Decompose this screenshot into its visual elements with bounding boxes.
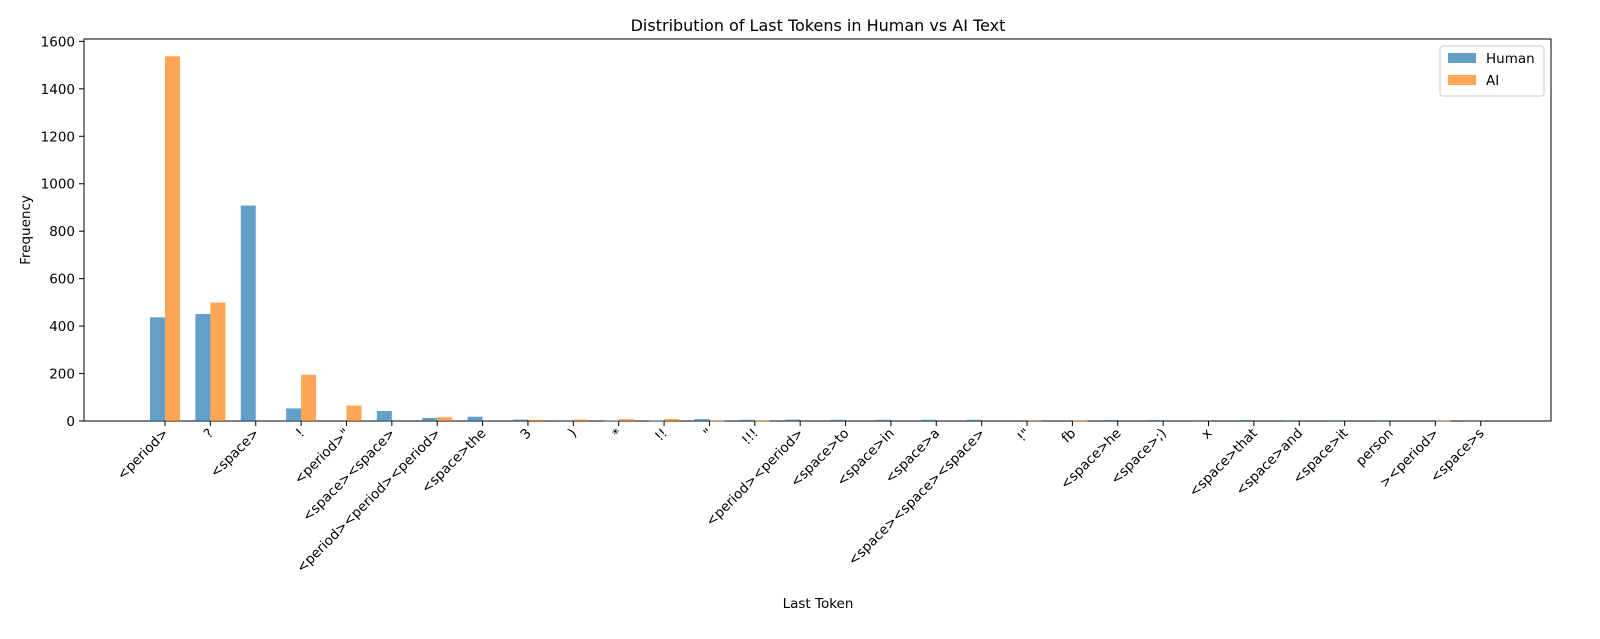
y-tick-label: 600 [49,272,75,288]
bar-human-26 [1329,420,1345,422]
bar-human-11 [649,420,665,422]
bar-ai-6 [437,417,453,421]
bar-human-9 [558,420,574,422]
x-tick-label: " [701,426,717,442]
x-tick-label: fb [1058,426,1079,447]
x-tick-label: !! [652,426,671,445]
x-tick-label: x [1198,426,1215,443]
bar-human-14 [785,419,801,421]
bar-human-17 [921,419,937,421]
bar-ai-4 [346,405,362,421]
bar-human-22 [1148,420,1164,421]
plot-area [83,38,1552,422]
bar-ai-1 [210,302,226,421]
legend-swatch-ai [1448,75,1476,85]
legend: Human AI [1439,45,1545,97]
bar-ai-9 [573,419,589,421]
bar-human-3 [286,408,302,421]
bar-ai-20 [1072,420,1088,422]
y-tick-label: 0 [66,414,75,430]
y-tick-label: 1600 [41,34,75,50]
bar-ai-0 [165,56,180,421]
bar-human-25 [1284,420,1300,422]
y-tick-label: 400 [49,319,75,335]
bar-ai-12 [709,420,725,422]
bar-human-24 [1238,420,1254,421]
x-tick-label: person [1353,426,1397,470]
bar-human-2 [240,205,256,421]
y-axis-label: Frequency [18,195,34,265]
chart-title: Distribution of Last Tokens in Human vs … [631,16,1006,35]
bar-ai-10 [618,419,634,421]
bar-ai-28 [1435,420,1451,422]
legend-label-ai: AI [1486,73,1499,89]
y-tick-label: 1000 [41,177,75,193]
bar-human-6 [422,417,438,421]
bar-human-10 [603,420,619,422]
bar-human-8 [512,419,528,421]
bar-ai-11 [664,418,680,421]
x-axis: <period> ?<space> !<period>"<space><space>… [114,421,1488,576]
bar-human-13 [739,419,755,421]
x-tick-label: ) [565,426,580,441]
y-tick-label: 200 [49,367,75,383]
bar-human-5 [376,411,392,421]
bar-ai-8 [527,419,543,421]
bar-ai-13 [754,420,770,422]
bar-human-1 [195,313,211,421]
bar-human-23 [1193,420,1209,422]
bar-human-12 [694,419,710,421]
legend-label-human: Human [1486,51,1535,67]
x-tick-label: 3 [517,426,534,443]
bar-human-16 [875,419,891,421]
x-axis-label: Last Token [783,596,854,612]
bars-group [150,56,1481,422]
y-tick-label: 1200 [41,129,75,145]
x-tick-label: * [609,425,625,441]
bar-human-21 [1102,420,1118,421]
bar-human-0 [150,317,165,421]
x-tick-label: <space> [207,426,262,481]
bar-ai-19 [1027,420,1043,422]
y-axis: 0 200 400 600 800 1000 1200 1400 1600 [41,34,84,430]
x-tick-label: !!! [739,426,762,449]
bar-human-29 [1465,420,1481,422]
x-tick-label: ? [201,426,217,442]
legend-swatch-human [1448,53,1476,63]
bar-ai-3 [301,374,317,421]
bar-human-27 [1374,420,1390,422]
x-tick-label: <period> [114,426,172,484]
y-tick-label: 1400 [41,82,75,98]
x-tick-label: !" [1014,426,1034,446]
x-tick-label: ! [293,426,308,441]
bar-human-7 [467,416,483,421]
y-tick-label: 800 [49,224,75,240]
bar-human-15 [830,419,846,421]
bar-human-18 [966,419,982,421]
